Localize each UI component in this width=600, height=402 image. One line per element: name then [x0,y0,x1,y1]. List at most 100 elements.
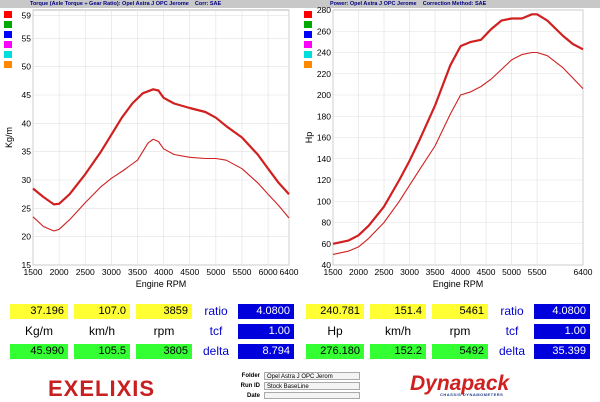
torque-y-tick-label: 40 [22,118,32,128]
torque-chart-title-bar [0,0,300,8]
power-y-tick-label: 40 [322,260,332,270]
power-x-tick-label: 5000 [502,267,521,277]
power-y-tick-label: 200 [317,90,331,100]
torque-x-tick-label: 2000 [50,267,69,277]
torque-peak-value: 45.990 [10,344,68,359]
power-y-axis-label: Hp [304,132,314,144]
torque-cursor-rpm: 3859 [136,304,192,319]
power-x-tick-label: 4500 [477,267,496,277]
runid-field[interactable]: Stock BaseLine [264,382,360,390]
torque-x-tick-label: 4500 [180,267,199,277]
power-run-color-swatch [304,31,312,38]
power-chart-title-bar [300,0,600,8]
torque-x-tick-label: 5500 [233,267,252,277]
torque-chart-panel: Torque (Axle Torque ÷ Gear Ratio): Opel … [0,0,300,298]
power-speed-unit-label: km/h [384,324,411,338]
folder-label: Folder [241,373,260,379]
power-delta-value: 35.399 [534,344,590,359]
date-label: Date [246,393,260,399]
power-ratio-value: 4.0800 [534,304,590,319]
power-y-tick-label: 180 [317,111,331,121]
power-series-peak-line [332,13,584,245]
torque-x-tick-label: 6400 [280,267,299,277]
power-x-tick-label: 3500 [426,267,445,277]
torque-cursor-value: 37.196 [10,304,68,319]
torque-x-tick-label: 1500 [24,267,43,277]
torque-y-tick-label: 25 [22,203,32,213]
power-x-tick-label: 5500 [528,267,547,277]
power-run-color-swatch [304,11,312,18]
torque-y-tick-label: 30 [22,175,32,185]
torque-y-tick-label: 35 [22,147,32,157]
torque-run-color-swatch [4,51,12,58]
power-y-tick-label: 240 [317,48,331,58]
power-cursor-rpm: 5461 [432,304,488,319]
torque-tcf-label: tcf [209,324,223,338]
torque-y-tick-label: 15 [22,260,32,270]
power-peak-speed: 152.2 [370,344,426,359]
torque-x-tick-label: 4000 [154,267,173,277]
torque-x-tick-label: 3000 [102,267,121,277]
power-y-tick-label: 80 [322,218,332,228]
torque-y-tick-label: 45 [22,90,32,100]
power-cursor-value: 240.781 [306,304,364,319]
torque-y-axis-label: Kg/m [4,127,14,148]
power-x-tick-label: 2500 [375,267,394,277]
torque-cursor-speed: 107.0 [74,304,130,319]
torque-chart-title: Torque (Axle Torque ÷ Gear Ratio): Opel … [30,1,222,7]
torque-run-color-swatch [4,11,12,18]
power-tcf-value: 1.00 [534,324,590,339]
torque-x-tick-label: 5000 [206,267,225,277]
power-rpm-unit-label: rpm [449,324,471,338]
power-delta-label: delta [498,344,526,358]
torque-run-color-swatch [4,41,12,48]
power-peak-value: 276.180 [306,344,364,359]
exelixis-logo-text: EXELIXIS [48,376,156,401]
footer: EXELIXIS Folder Opel Astra J OPC Jerom R… [0,370,600,402]
power-y-tick-label: 160 [317,133,331,143]
torque-run-color-swatch [4,61,12,68]
torque-ratio-label: ratio [204,304,228,318]
torque-delta-label: delta [202,344,230,358]
power-chart-title: Power: Opel Astra J OPC Jerome Correctio… [330,1,487,7]
power-cursor-speed: 151.4 [370,304,426,319]
torque-plot-area [32,9,290,266]
torque-peak-speed: 105.5 [74,344,130,359]
power-y-tick-label: 220 [317,69,331,79]
torque-y-tick-label: 55 [22,33,32,43]
torque-series-peak-line [32,88,290,206]
torque-y-tick-label: 59 [22,11,32,21]
exelixis-logo: EXELIXIS [48,376,155,402]
power-y-tick-label: 120 [317,175,331,185]
torque-chart: 1500 2000 2500 3000 3500 4000 4500 5000 5500 6000… [4,9,299,289]
power-run-color-swatch [304,51,312,58]
torque-delta-value: 8.794 [238,344,294,359]
power-y-tick-label: 140 [317,154,331,164]
folder-field[interactable]: Opel Astra J OPC Jerom [264,372,360,380]
power-x-tick-label: 4000 [451,267,470,277]
power-y-tick-label: 100 [317,196,331,206]
torque-y-tick-label: 50 [22,62,32,72]
torque-series-base-line [32,138,290,232]
torque-y-tick-label: 20 [22,232,32,242]
torque-x-tick-label: 3500 [128,267,147,277]
date-field[interactable] [264,392,360,399]
torque-unit-label: Kg/m [24,324,53,338]
torque-ratio-value: 4.0800 [238,304,294,319]
power-y-tick-label: 60 [322,239,332,249]
torque-x-tick-label: 6000 [259,267,278,277]
dynapack-logo-subtitle: CHASSIS DYNAMOMETERS [440,392,504,397]
power-y-tick-label: 260 [317,26,331,36]
power-run-color-swatch [304,21,312,28]
power-x-tick-label: 1500 [324,267,343,277]
power-series-base-line [332,51,584,255]
rpm-unit-label: rpm [153,324,175,338]
power-tcf-label: tcf [505,324,519,338]
speed-unit-label: km/h [88,324,115,338]
power-readouts: 240.781 151.4 5461 ratio 4.0800 Hp km/h … [300,298,600,370]
power-chart-panel: Power: Opel Astra J OPC Jerome Correctio… [300,0,600,298]
torque-run-color-swatch [4,31,12,38]
power-x-tick-label: 2000 [349,267,368,277]
runid-label: Run ID [240,383,260,389]
power-run-color-swatch [304,61,312,68]
